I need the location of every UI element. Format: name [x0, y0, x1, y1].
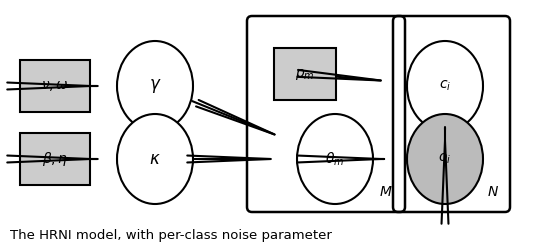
- Ellipse shape: [117, 114, 193, 204]
- Ellipse shape: [117, 41, 193, 131]
- Text: $\theta_m$: $\theta_m$: [325, 150, 345, 168]
- Text: $p_m$: $p_m$: [295, 67, 315, 82]
- Text: $\beta, \eta$: $\beta, \eta$: [42, 150, 68, 168]
- Bar: [274, 48, 336, 100]
- Ellipse shape: [407, 114, 483, 204]
- Ellipse shape: [407, 41, 483, 131]
- Text: The HRNI model, with per-class noise parameter: The HRNI model, with per-class noise par…: [10, 229, 332, 242]
- Text: $\kappa$: $\kappa$: [149, 150, 161, 168]
- Ellipse shape: [297, 114, 373, 204]
- Text: $c_i$: $c_i$: [439, 79, 451, 93]
- Bar: [20, 133, 90, 185]
- Bar: [20, 60, 90, 112]
- Text: M: M: [380, 185, 392, 199]
- Text: N: N: [488, 185, 498, 199]
- Text: $\gamma$: $\gamma$: [149, 77, 162, 95]
- Text: $o_i$: $o_i$: [438, 152, 451, 166]
- Text: $\nu, \omega$: $\nu, \omega$: [41, 79, 69, 93]
